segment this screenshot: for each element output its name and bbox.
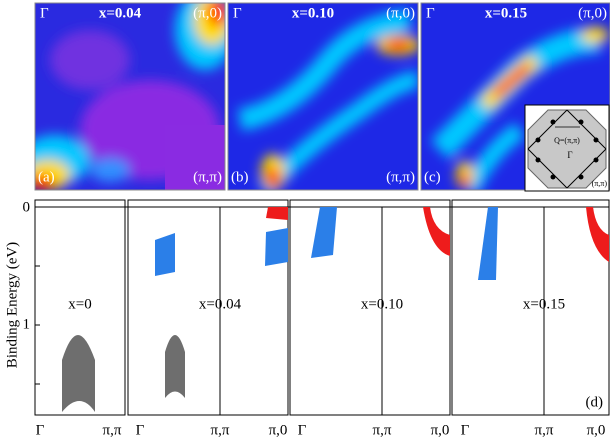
frame [34,2,226,191]
x-label: Γ [136,422,145,438]
x-label: π,π [211,422,230,438]
x-label: π,0 [587,422,606,438]
x-label: Γ [298,422,307,438]
inset-gamma: Γ [567,150,572,160]
doping: x=0.15 [523,296,565,312]
corner-top: (π,0) [578,5,607,21]
doping: x=0.15 [485,5,527,21]
doping: x=0.10 [292,5,334,21]
x-label: Γ [461,422,470,438]
panel-label: (d) [586,394,604,410]
panel-label: (c) [424,169,441,185]
inset-q: Q=(π,π) [554,136,580,145]
panel-label: (b) [231,169,249,185]
bands [62,207,609,412]
map-a [35,3,225,190]
gamma: Γ [233,5,242,21]
x-label: π,0 [269,422,288,438]
x-label: π,π [373,422,392,438]
y-tick-label: 0 [23,199,31,215]
x-label: π,0 [431,422,450,438]
corner-top: (π,0) [193,5,222,21]
panel-label: (a) [38,169,55,185]
inset: Q=(π,π) Γ (π,π) [524,104,610,192]
x-label: π,π [535,422,554,438]
gamma: Γ [40,5,49,21]
y-axis-label: Binding Energy (eV) [4,242,20,368]
corner-bottom: (π,π) [193,169,222,185]
corner-top: (π,0) [386,5,415,21]
gamma: Γ [426,5,435,21]
corner-bottom: (π,π) [386,169,415,185]
y-tick-label: 1 [23,316,31,332]
doping: x=0.04 [199,296,242,312]
inset-corner: (π,π) [592,179,608,188]
doping: x=0 [68,296,91,312]
doping: x=0.04 [99,5,142,21]
x-label: π,π [103,422,122,438]
frame [227,2,419,191]
frame [420,2,610,191]
doping: x=0.10 [361,296,403,312]
map-b [228,3,418,190]
x-label: Γ [36,422,45,438]
